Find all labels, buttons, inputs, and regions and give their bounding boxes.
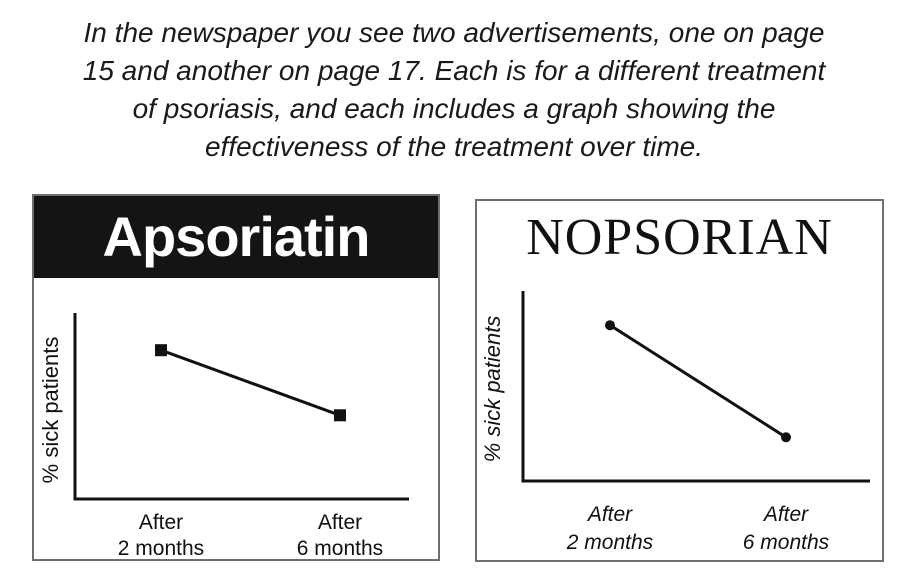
intro-line: of psoriasis, and each includes a graph … [132, 93, 776, 124]
y-axis-label: % sick patients [38, 337, 63, 484]
x-tick-label: After 2 months [118, 511, 204, 559]
line-chart-apsoriatin: % sick patients After 2 months After 6 month… [38, 313, 409, 559]
line-chart-nopsorian: % sick patients After 2 months After 6 month… [480, 291, 870, 554]
series-line [609, 323, 787, 439]
advertisement-nopsorian: NOPSORIAN % sick patients After 2 months Af… [475, 199, 884, 562]
chart-title: NOPSORIAN [526, 209, 833, 266]
y-axis-label: % sick patients [480, 316, 505, 463]
data-point [781, 432, 791, 443]
intro-line: effectiveness of the treatment over time… [204, 131, 703, 162]
series-line [160, 348, 341, 417]
chart-title: Apsoriatin [34, 196, 438, 278]
data-point [334, 409, 346, 422]
data-point [605, 320, 615, 331]
intro-text: In the newspaper you see two advertiseme… [0, 14, 908, 166]
x-tick-label: After 2 months [566, 503, 654, 554]
x-tick-label: After 6 months [743, 503, 830, 554]
advertisement-apsoriatin: Apsoriatin % sick patients After 2 months A… [32, 194, 440, 561]
data-point [155, 344, 167, 357]
x-tick-label: After 6 months [297, 511, 383, 559]
intro-line: 15 and another on page 17. Each is for a… [82, 55, 826, 86]
intro-line: In the newspaper you see two advertiseme… [83, 17, 825, 48]
